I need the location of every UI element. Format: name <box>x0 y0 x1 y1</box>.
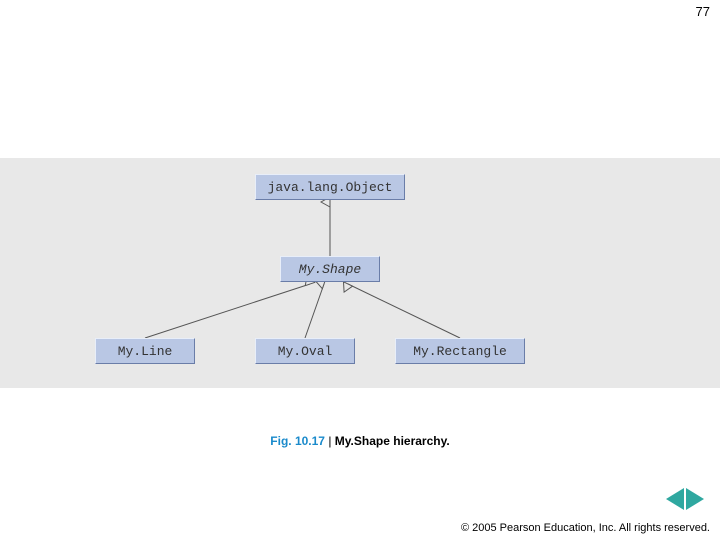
figure-caption: Fig. 10.17 | My.Shape hierarchy. <box>0 434 720 448</box>
node-myshape: My.Shape <box>280 256 380 282</box>
node-myoval: My.Oval <box>255 338 355 364</box>
node-label: My.Line <box>118 344 173 359</box>
slide-nav <box>666 488 704 510</box>
copyright-text: © 2005 Pearson Education, Inc. All right… <box>461 522 710 534</box>
node-label: My.Rectangle <box>413 344 507 359</box>
node-label: My.Oval <box>278 344 333 359</box>
node-label: java.lang.Object <box>268 180 393 195</box>
class-hierarchy-diagram: java.lang.Object My.Shape My.Line My.Ova… <box>0 158 720 388</box>
node-myline: My.Line <box>95 338 195 364</box>
node-label: My.Shape <box>299 262 361 277</box>
caption-rest: hierarchy. <box>390 434 450 448</box>
prev-slide-button[interactable] <box>666 488 684 510</box>
figure-number: Fig. 10.17 <box>270 434 325 448</box>
node-myrectangle: My.Rectangle <box>395 338 525 364</box>
caption-separator: | <box>325 434 335 448</box>
page-number: 77 <box>696 4 710 19</box>
node-object: java.lang.Object <box>255 174 405 200</box>
caption-code: My.Shape <box>335 434 390 448</box>
next-slide-button[interactable] <box>686 488 704 510</box>
